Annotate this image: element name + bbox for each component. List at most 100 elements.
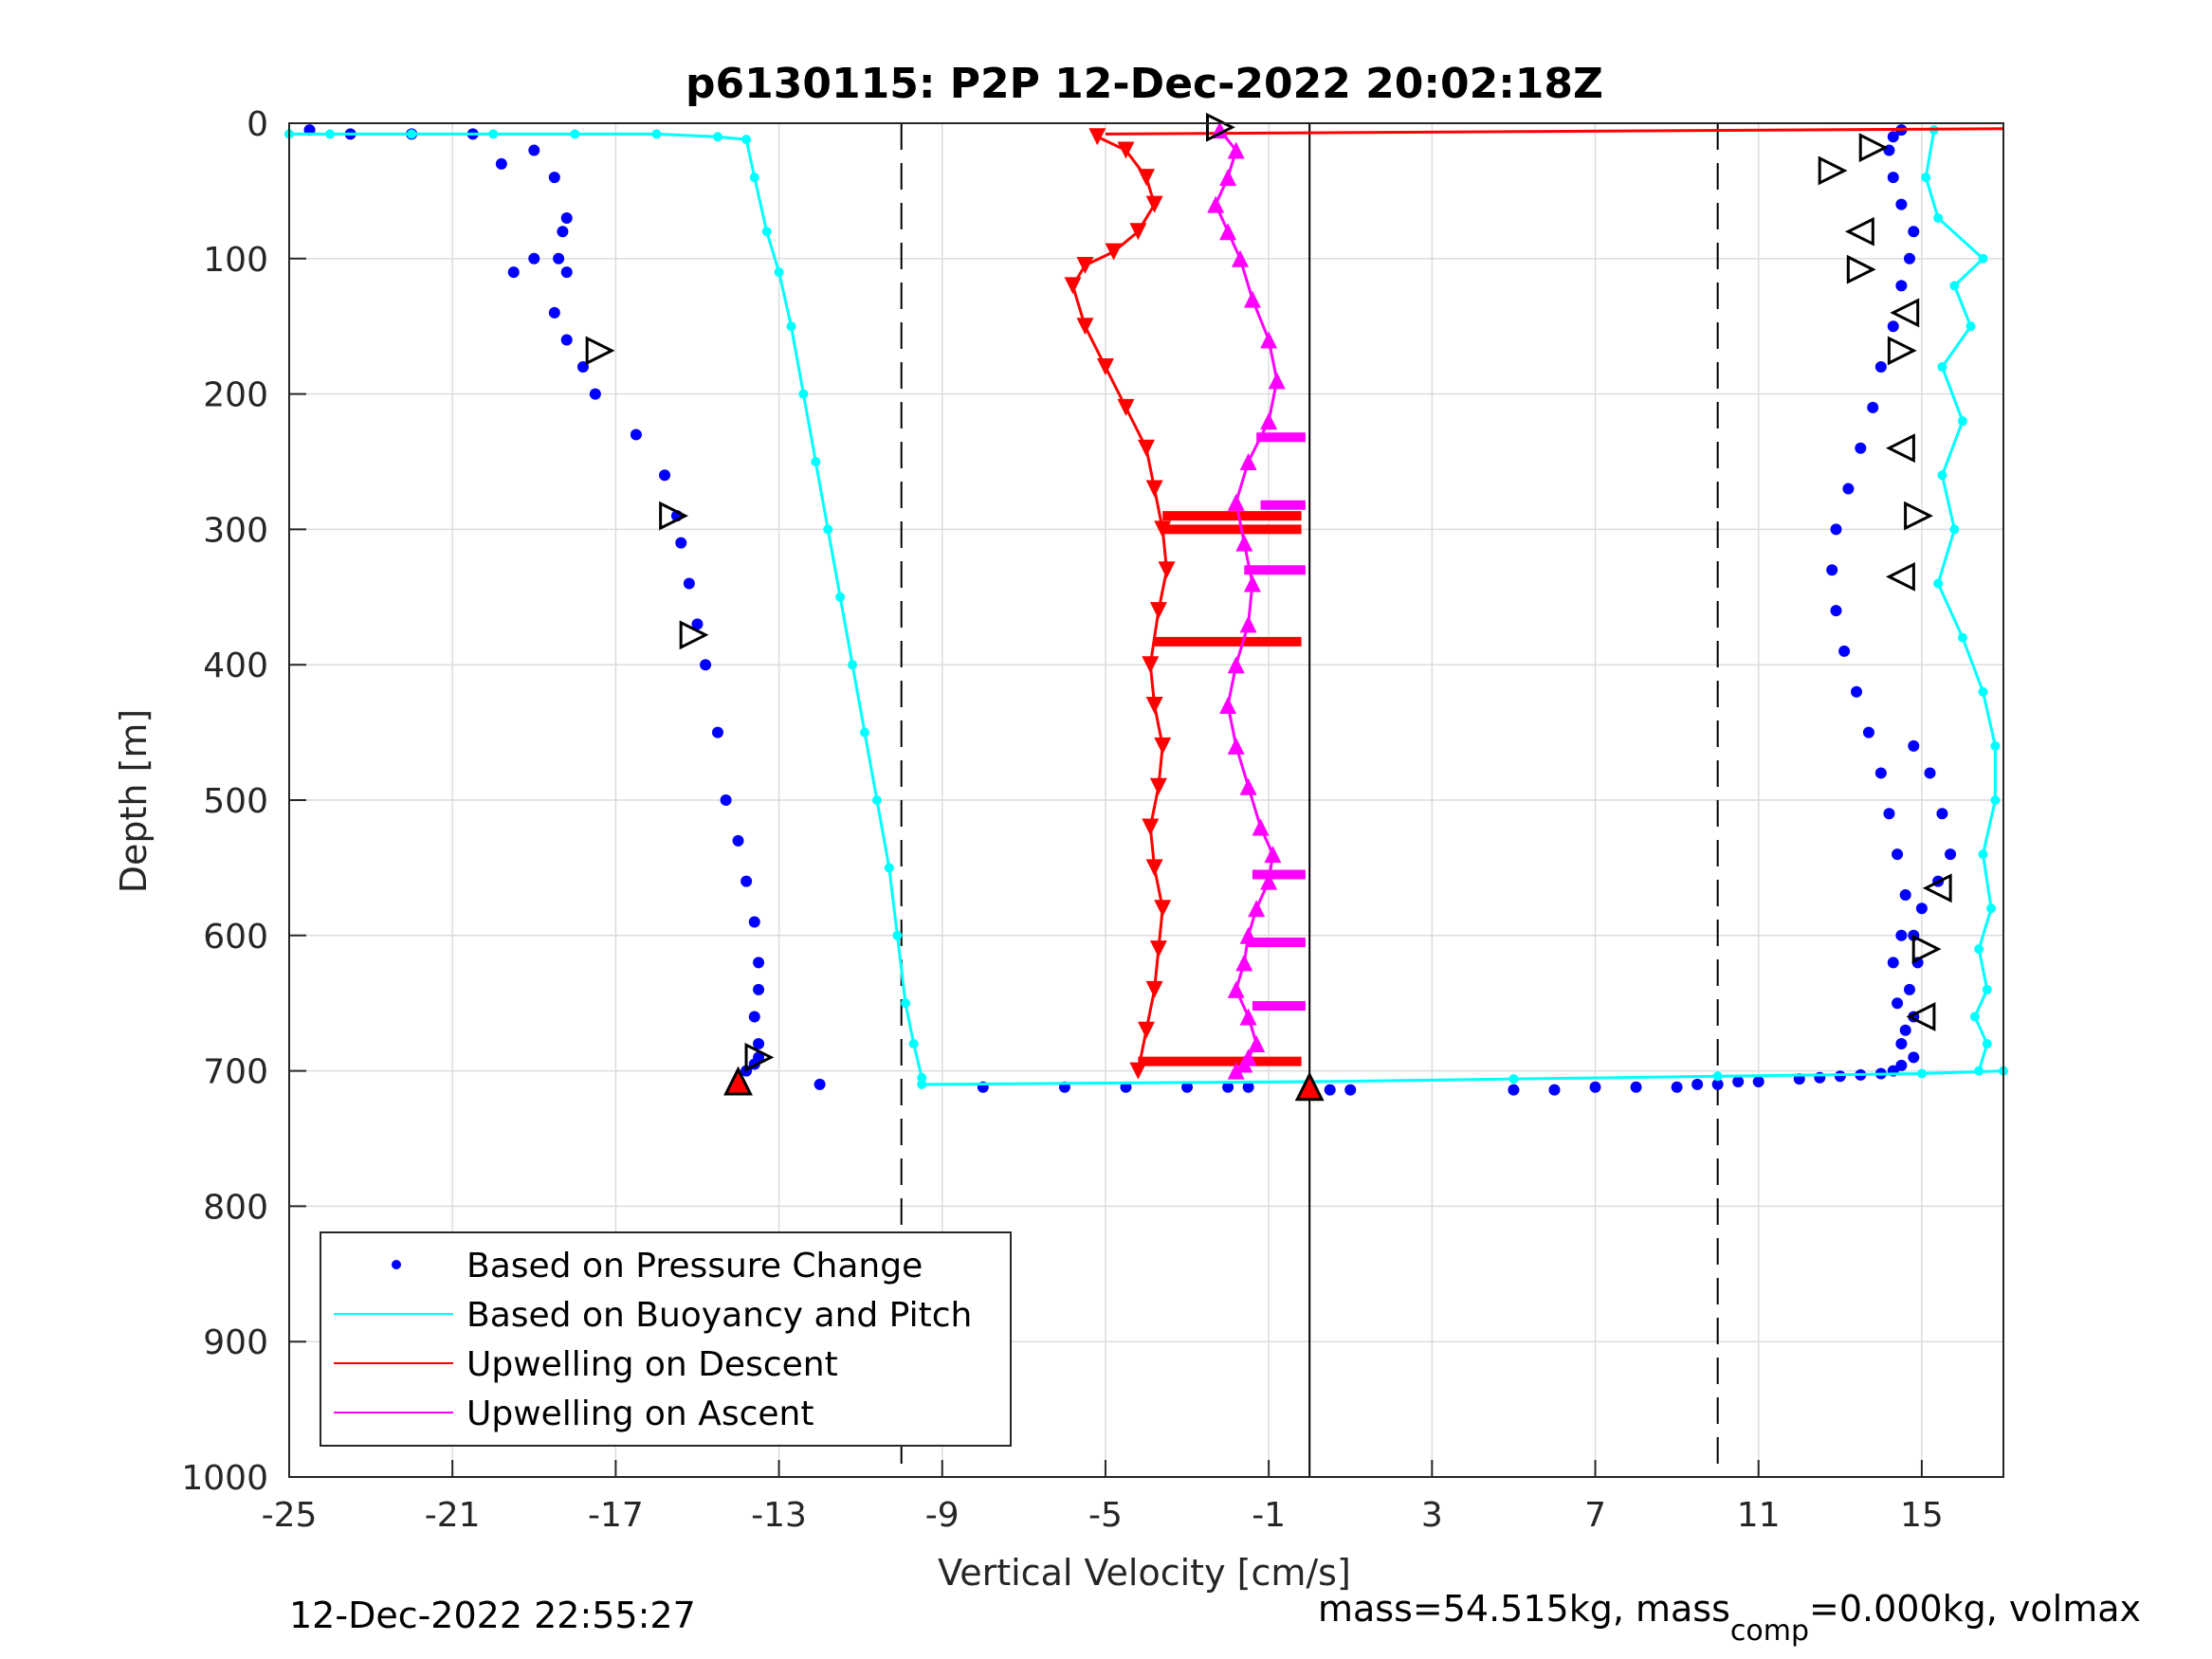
event-marker <box>1294 1071 1325 1102</box>
data-point <box>1899 888 1911 901</box>
event-marker <box>1886 433 1915 464</box>
data-point <box>1227 980 1245 998</box>
x-tick-label: 15 <box>1900 1496 1944 1535</box>
data-point <box>741 135 752 145</box>
data-point <box>1974 1066 1984 1076</box>
event-marker <box>659 501 689 531</box>
data-point <box>1154 737 1172 755</box>
data-point <box>1908 739 1920 752</box>
data-point <box>901 998 911 1009</box>
legend-item-buoyancy: Based on Buoyancy and Pitch <box>334 1296 972 1335</box>
data-point <box>1982 1039 1992 1049</box>
data-point <box>1227 737 1245 755</box>
data-point <box>749 173 759 183</box>
x-tick-label: 3 <box>1421 1496 1443 1535</box>
data-point <box>1982 984 1992 994</box>
data-point <box>1978 686 1988 697</box>
data-point <box>1887 320 1899 333</box>
data-point <box>748 1011 760 1023</box>
data-point <box>1830 605 1842 617</box>
y-tick-label: 0 <box>247 105 268 144</box>
event-marker <box>1205 112 1235 142</box>
data-point <box>1887 172 1899 184</box>
data-point <box>1986 903 1997 914</box>
x-tick-label: -5 <box>1088 1496 1123 1535</box>
data-point <box>753 1038 765 1050</box>
y-tick-label: 200 <box>203 376 268 415</box>
x-tick-label: -13 <box>751 1496 807 1535</box>
event-marker <box>1887 336 1917 366</box>
data-point <box>560 334 573 346</box>
data-point <box>1239 615 1257 633</box>
data-point <box>1974 944 1984 955</box>
data-point <box>1268 372 1286 390</box>
event-marker <box>723 1066 753 1096</box>
data-point <box>1076 256 1094 274</box>
event-marker <box>1904 501 1933 531</box>
event-marker <box>1922 873 1952 903</box>
legend: Based on Pressure Change Based on Buoyan… <box>320 1231 1012 1447</box>
data-point <box>1260 872 1278 890</box>
data-point <box>917 1079 927 1089</box>
data-point <box>675 537 687 549</box>
data-point <box>528 252 540 264</box>
data-point <box>630 428 642 441</box>
data-point <box>488 129 499 139</box>
data-point <box>786 321 796 332</box>
data-point <box>1949 524 1960 535</box>
y-tick-label: 900 <box>203 1323 268 1362</box>
event-marker <box>1906 1002 1936 1031</box>
data-point <box>811 457 821 466</box>
data-point <box>1239 1008 1257 1026</box>
y-tick-label: 600 <box>203 918 268 957</box>
footer-timestamp: 12-Dec-2022 22:55:27 <box>289 1595 696 1636</box>
data-point <box>1969 1012 1980 1022</box>
data-point <box>1181 1081 1194 1093</box>
footer-mass-suffix: =0.000kg, volmax <box>1809 1588 2141 1630</box>
data-point <box>1235 1055 1253 1073</box>
x-tick-label: -17 <box>588 1496 644 1535</box>
data-point <box>823 524 833 535</box>
data-point <box>774 267 784 278</box>
data-point <box>1149 940 1167 958</box>
data-point <box>1945 848 1957 861</box>
data-point <box>1145 980 1163 998</box>
event-markers <box>585 112 1952 1102</box>
data-point <box>720 794 732 806</box>
data-point <box>1965 321 1976 332</box>
data-point <box>1899 1024 1911 1036</box>
data-point <box>548 306 560 319</box>
data-point <box>1949 281 1960 291</box>
data-point <box>884 863 894 873</box>
data-point <box>1957 416 1967 427</box>
y-tick-label: 700 <box>203 1053 268 1092</box>
data-point <box>1892 997 1904 1010</box>
legend-item-ascent: Upwelling on Ascent <box>334 1395 814 1433</box>
data-point <box>651 129 662 139</box>
data-point <box>691 618 704 630</box>
data-point <box>1145 859 1163 877</box>
data-point <box>1243 574 1261 592</box>
series-line <box>1924 129 1997 1072</box>
data-point <box>1145 195 1163 213</box>
x-tick-label: -25 <box>262 1496 318 1535</box>
data-point <box>1978 253 1988 264</box>
footer-mass-prefix: mass=54.515kg, mass <box>1318 1588 1730 1630</box>
data-point <box>1895 1059 1908 1071</box>
data-point <box>761 227 772 237</box>
data-point <box>835 592 846 602</box>
data-point <box>1138 439 1155 457</box>
event-marker <box>1911 934 1942 964</box>
y-tick-label: 1000 <box>181 1459 268 1498</box>
data-point <box>1957 632 1967 643</box>
series-line <box>922 1069 2004 1086</box>
y-tick-label: 100 <box>203 241 268 280</box>
series-group <box>1207 121 1306 1080</box>
data-point <box>1105 243 1123 261</box>
data-point <box>1096 358 1114 376</box>
data-point <box>1895 929 1908 941</box>
event-marker <box>679 620 709 650</box>
legend-label-descent: Upwelling on Descent <box>466 1345 838 1384</box>
legend-item-pressure: Based on Pressure Change <box>392 1247 923 1285</box>
data-point <box>1508 1074 1519 1085</box>
